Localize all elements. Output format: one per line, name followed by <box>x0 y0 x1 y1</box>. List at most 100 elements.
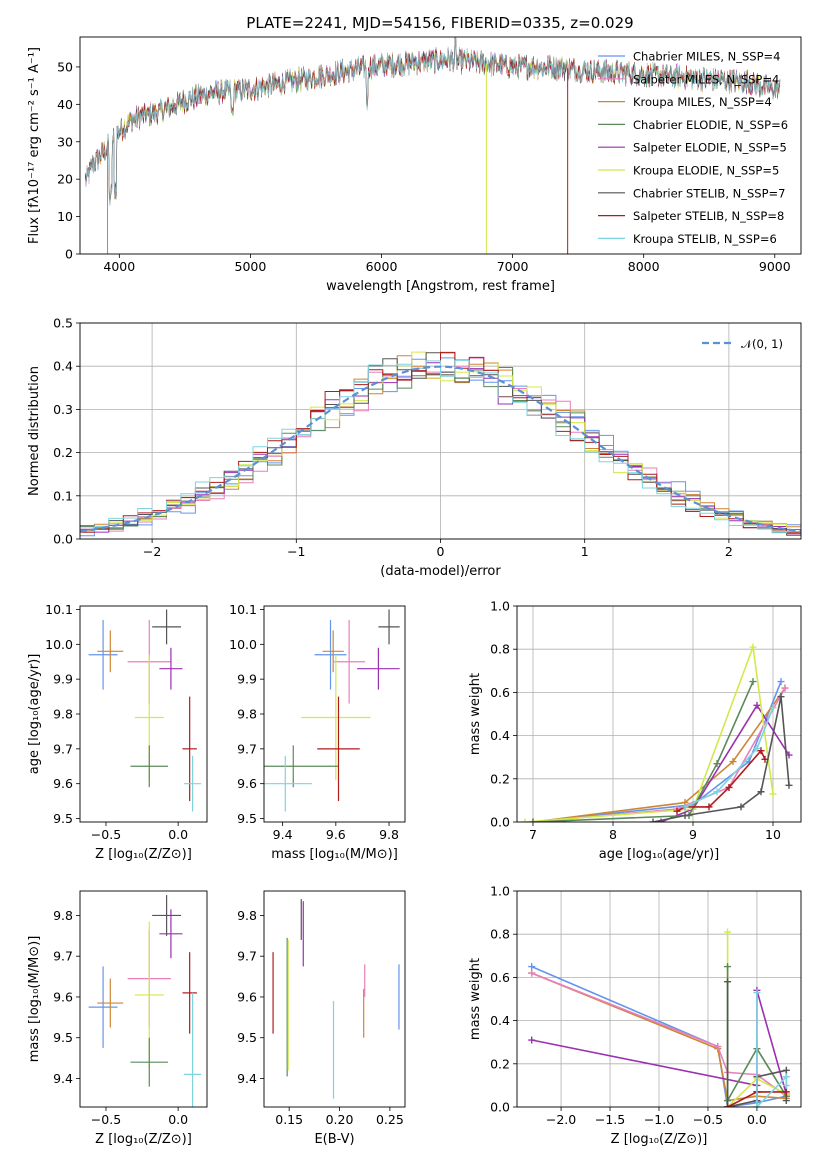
y-tick-label: 9.7 <box>237 741 257 756</box>
y-tick-label: 10 <box>57 209 73 224</box>
x-tick-label: 0.15 <box>275 1112 303 1127</box>
weight-marker <box>724 928 732 936</box>
plot-massweight_vs_age <box>521 643 793 822</box>
weight-marker <box>724 1103 732 1107</box>
axes-frame <box>263 890 406 1108</box>
weight-marker <box>729 758 737 766</box>
y-tick-label: 0.2 <box>53 445 73 460</box>
grid-massweight_vs_age <box>517 605 801 823</box>
plot-mass_vs_ebv <box>272 899 400 1099</box>
x-tick-label: 2 <box>725 544 733 559</box>
y-tick-label: 0.6 <box>490 970 510 985</box>
axes-frame <box>263 605 406 823</box>
weight-marker <box>705 803 713 811</box>
x-tick-label: 4000 <box>103 259 135 274</box>
plot-age_vs_mass <box>264 609 400 812</box>
weight-line <box>652 696 790 822</box>
weight-marker <box>649 818 657 822</box>
weight-marker <box>753 989 761 997</box>
x-axis-label: Z [log₁₀(Z/Z⊙)] <box>95 1132 192 1147</box>
weight-marker <box>673 807 681 815</box>
weight-marker <box>782 1081 790 1089</box>
x-tick-label: 10 <box>765 827 781 842</box>
weight-line <box>676 749 766 812</box>
panel-mass_vs_ebv: 0.15 0.20 0.25 9.4 9.5 9.6 9.7 9.8 E(B-V) <box>237 890 406 1147</box>
y-tick-label: 9.7 <box>53 741 73 756</box>
y-axis-label: mass weight <box>468 673 483 755</box>
weight-marker <box>724 963 732 971</box>
y-tick-label: 0 <box>65 247 73 262</box>
weight-marker <box>713 760 721 768</box>
spectrum-line <box>84 37 781 205</box>
x-tick-label: 9 <box>689 827 697 842</box>
weight-marker <box>528 963 536 971</box>
plot-spectrum <box>84 37 781 254</box>
y-axis-label: age [log₁₀(age/yr)] <box>27 654 42 775</box>
y-tick-label: 0.3 <box>53 402 73 417</box>
y-tick-label: 0.6 <box>490 685 510 700</box>
weight-marker <box>757 788 765 796</box>
weight-marker <box>769 704 777 712</box>
y-tick-label: 0.2 <box>490 771 510 786</box>
y-tick-label: 40 <box>57 97 73 112</box>
x-tick-label: 0.0 <box>168 827 188 842</box>
weight-marker <box>785 781 793 789</box>
histogram-step <box>80 351 801 533</box>
axes-frame <box>516 890 802 1108</box>
weight-marker <box>529 818 537 822</box>
x-axis-label: mass [log₁₀(M/M⊙)] <box>271 847 398 862</box>
weight-marker <box>777 678 785 686</box>
axes-frame <box>79 605 208 823</box>
y-tick-label: 9.7 <box>237 949 257 964</box>
y-tick-label: 0.0 <box>490 1100 510 1115</box>
y-tick-label: 0.8 <box>490 642 510 657</box>
weight-marker <box>724 978 732 986</box>
weight-marker <box>782 1097 790 1105</box>
y-axis-label: mass [log₁₀(M/M⊙)] <box>27 936 42 1063</box>
normal-curve <box>80 365 801 533</box>
weight-line <box>756 992 788 1107</box>
y-axis-label: Flux [fλ10⁻¹⁷ erg cm⁻² s⁻¹ A⁻¹] <box>27 47 42 244</box>
y-tick-label: 0.8 <box>490 927 510 942</box>
y-axis-label: mass weight <box>468 958 483 1040</box>
x-tick-label: 5000 <box>235 259 267 274</box>
weight-marker <box>749 678 757 686</box>
x-tick-label: 0.20 <box>326 1112 354 1127</box>
y-tick-label: 0.2 <box>490 1056 510 1071</box>
plot-mass_vs_Z <box>88 895 202 1107</box>
y-tick-label: 0.5 <box>53 316 73 331</box>
x-tick-label: 0.0 <box>747 1112 767 1127</box>
plot-age_vs_Z <box>88 609 202 812</box>
plot-residuals <box>80 351 801 537</box>
x-tick-label: 8 <box>609 827 617 842</box>
y-tick-label: 9.8 <box>53 707 73 722</box>
x-tick-label: −0.5 <box>693 1112 723 1127</box>
legend-label: Salpeter MILES, N_SSP=4 <box>633 72 779 86</box>
x-tick-label: −0.5 <box>91 827 121 842</box>
x-tick-label: −1.0 <box>644 1112 674 1127</box>
x-axis-label: E(B-V) <box>314 1132 354 1147</box>
x-axis-label: wavelength [Angstrom, rest frame] <box>326 279 555 294</box>
y-tick-label: 9.9 <box>53 672 73 687</box>
weight-line <box>532 681 754 822</box>
weight-marker <box>753 745 761 753</box>
y-tick-label: 9.4 <box>53 1071 73 1086</box>
x-tick-label: 0 <box>437 544 445 559</box>
weight-marker <box>681 803 689 811</box>
y-tick-label: 10.0 <box>229 637 257 652</box>
y-tick-label: 9.8 <box>237 707 257 722</box>
weight-marker <box>528 969 536 977</box>
y-tick-label: 9.7 <box>53 949 73 964</box>
y-tick-label: 9.6 <box>53 776 73 791</box>
x-tick-label: −2 <box>143 544 161 559</box>
y-tick-label: 0.4 <box>490 728 510 743</box>
legend-label: Salpeter STELIB, N_SSP=8 <box>633 209 784 223</box>
weight-line <box>531 965 787 1107</box>
x-tick-label: 0.0 <box>168 1112 188 1127</box>
y-tick-label: 50 <box>57 59 73 74</box>
weight-marker <box>782 1088 790 1096</box>
x-axis-label: Z [log₁₀(Z/Z⊙)] <box>611 1132 708 1147</box>
weight-marker <box>781 684 789 692</box>
y-tick-label: 10.0 <box>45 637 73 652</box>
x-tick-label: 9000 <box>759 259 791 274</box>
